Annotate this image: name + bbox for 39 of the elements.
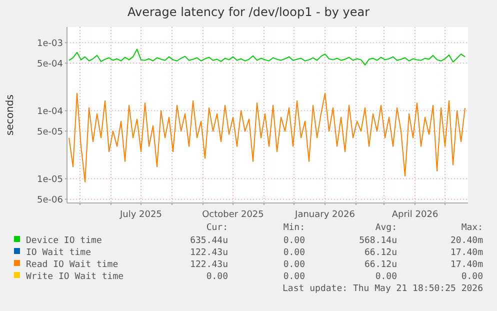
chart-title: Average latency for /dev/loop1 - by year (127, 5, 370, 19)
text: Avg: (375, 223, 397, 233)
legend-label: Device IO time (26, 236, 102, 246)
text: 0.00 (283, 260, 305, 270)
text: 0.00 (206, 272, 228, 282)
y-tick-label: 1e-04 (37, 106, 64, 117)
text: 66.12u (364, 260, 397, 270)
text: Max: (461, 223, 483, 233)
y-tick-label: 1e-05 (37, 174, 63, 185)
text: 17.40m (450, 260, 483, 270)
legend-label: Read IO Wait time (26, 260, 118, 270)
text: 0.00 (283, 272, 305, 282)
y-tick-label: 1e-03 (37, 38, 63, 49)
legend-label: Write IO Wait time (26, 272, 124, 282)
text: 17.40m (450, 248, 483, 258)
legend-label: IO Wait time (26, 248, 92, 258)
x-tick-label: January 2026 (294, 210, 356, 220)
line-series (68, 92, 466, 182)
text: 0.00 (375, 272, 397, 282)
text: Cur: (206, 223, 228, 233)
text: 635.44u (190, 236, 228, 246)
text: 122.43u (190, 260, 228, 270)
y-tick-label: 5e-06 (37, 195, 64, 206)
y-tick-label: 5e-04 (37, 59, 64, 70)
y-axis-title: seconds (5, 94, 16, 136)
text: 0.00 (461, 272, 483, 282)
text: Last update: Thu May 21 18:50:25 2026 (282, 284, 483, 294)
x-tick-label: July 2025 (119, 210, 162, 220)
text: 66.12u (364, 248, 397, 258)
x-tick-label: October 2025 (202, 210, 264, 220)
line-series (68, 48, 466, 66)
text: 20.40m (450, 236, 483, 246)
text: 0.00 (283, 248, 305, 258)
y-tick-label: 5e-05 (37, 127, 63, 138)
x-tick-label: April 2026 (392, 210, 438, 220)
text: 568.14u (359, 236, 397, 246)
text: 0.00 (283, 236, 305, 246)
text: Min: (283, 223, 305, 233)
text: 122.43u (190, 248, 228, 258)
